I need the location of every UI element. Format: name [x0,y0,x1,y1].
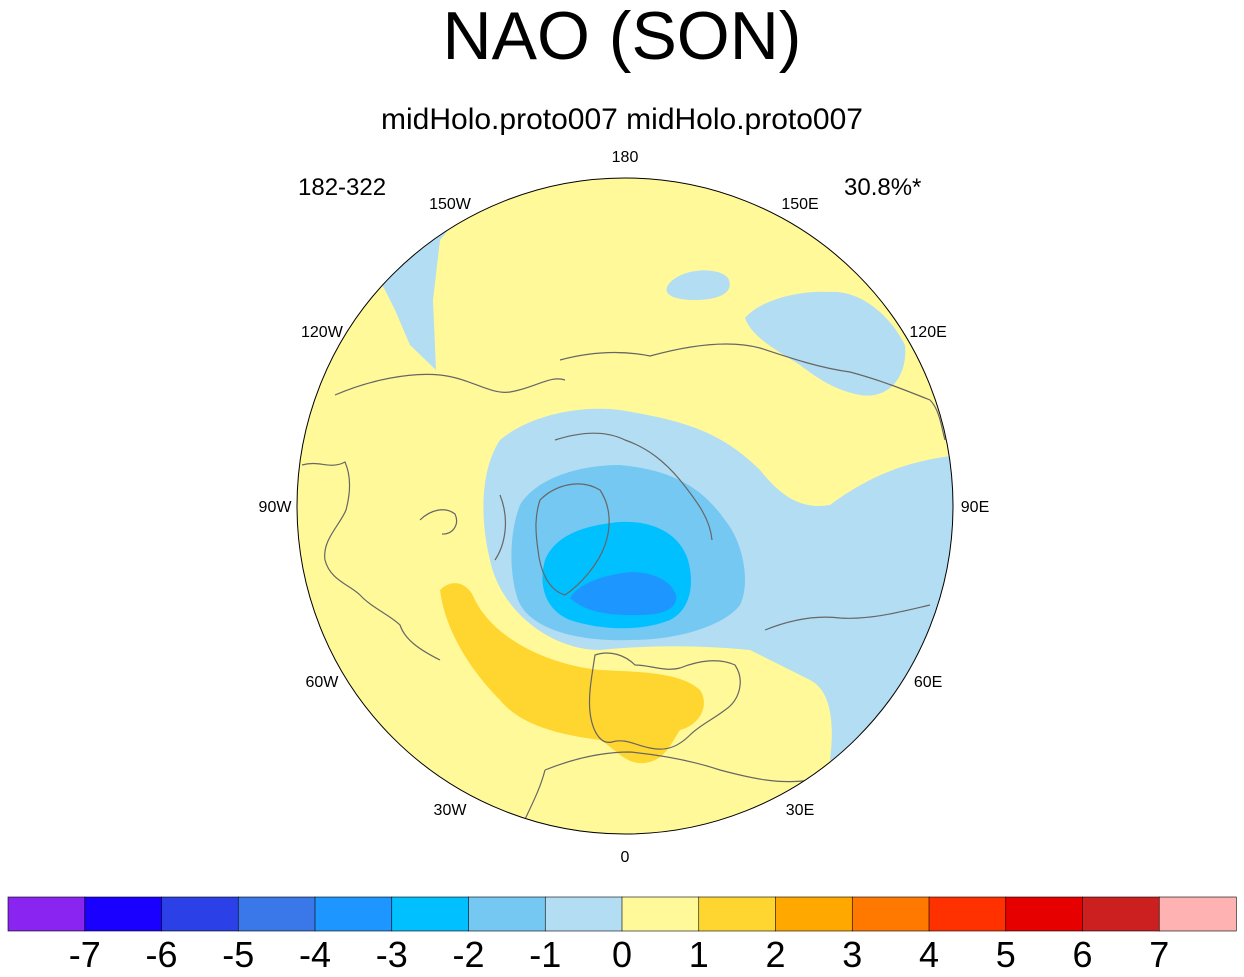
colorbar-swatch [84,896,163,932]
colorbar-swatch [775,896,853,932]
coastline-north-america [301,373,566,661]
variance-explained-label: 30.8%* [844,174,922,201]
colorbar-swatch [1082,896,1160,932]
lon-label-90e: 90E [961,499,989,516]
colorbar-tick-label: 0 [612,934,632,975]
lon-label-150w: 150W [429,196,472,213]
map-disk [297,178,953,834]
colorbar-tick-label: 6 [1072,934,1092,975]
lon-label-30e: 30E [786,802,814,819]
season-range-label: 182-322 [298,174,387,201]
coastline-eurasia-arctic [554,343,946,541]
coastline-europe [588,604,931,750]
colorbar-swatch [468,896,546,932]
colorbar-swatch [7,896,86,932]
longitude-labels: 180 150E 120E 90E 60E 30E 0 30W 60W 90W 120W 150W [259,149,990,866]
contour-pos-1-2-atlantic [440,583,704,764]
colorbar-tick-label: -6 [145,934,177,975]
colorbar-tick-label: 5 [996,934,1016,975]
colorbar-swatch [391,896,470,932]
lon-label-60e: 60E [914,674,942,691]
colorbar-tick-label: -3 [376,934,408,975]
colorbar-tick-label: 4 [919,934,939,975]
colorbar-swatch [1005,896,1084,932]
colorbar-swatch [314,896,393,932]
colorbar-swatch [544,896,623,932]
colorbar-tick-label: -4 [299,934,331,975]
lon-label-0: 0 [621,849,630,866]
colorbar-swatch [928,896,1007,932]
lon-label-150e: 150E [781,196,818,213]
lon-label-120w: 120W [301,324,344,341]
colorbar-tick-label: 1 [689,934,709,975]
map-boundary-circle [296,177,954,835]
colorbar-tick-label: -1 [529,934,561,975]
colorbar-swatch [621,896,700,932]
colorbar-swatch [237,896,316,932]
colorbar-tick-label: 3 [842,934,862,975]
colorbar-swatch [698,896,777,932]
colorbar-tick-label: -7 [69,934,101,975]
contour-neg-3-4 [570,572,677,616]
colorbar-tick-label: -5 [222,934,254,975]
lon-label-90w: 90W [259,499,293,516]
chart-subtitle: midHolo.proto007 midHolo.proto007 [381,103,863,136]
lon-label-120e: 120E [909,324,946,341]
contour-east-siberia-neg [745,291,906,396]
colorbar-tick-label: 2 [765,934,785,975]
lon-label-180: 180 [612,149,639,166]
contour-aleutian-neg [666,270,730,300]
lon-label-30w: 30W [434,802,468,819]
colorbar-swatch [1158,896,1237,932]
coastline-greenland [535,483,610,596]
colorbar-swatch [851,896,930,932]
lon-label-60w: 60W [305,674,339,691]
colorbar-tick-label: -2 [452,934,484,975]
chart-title: NAO (SON) [442,0,802,74]
colorbar-swatch [161,896,239,932]
colorbar: -7 -6 -5 -4 -3 -2 -1 0 1 2 3 4 5 6 7 [7,896,1237,975]
colorbar-tick-label: 7 [1149,934,1169,975]
